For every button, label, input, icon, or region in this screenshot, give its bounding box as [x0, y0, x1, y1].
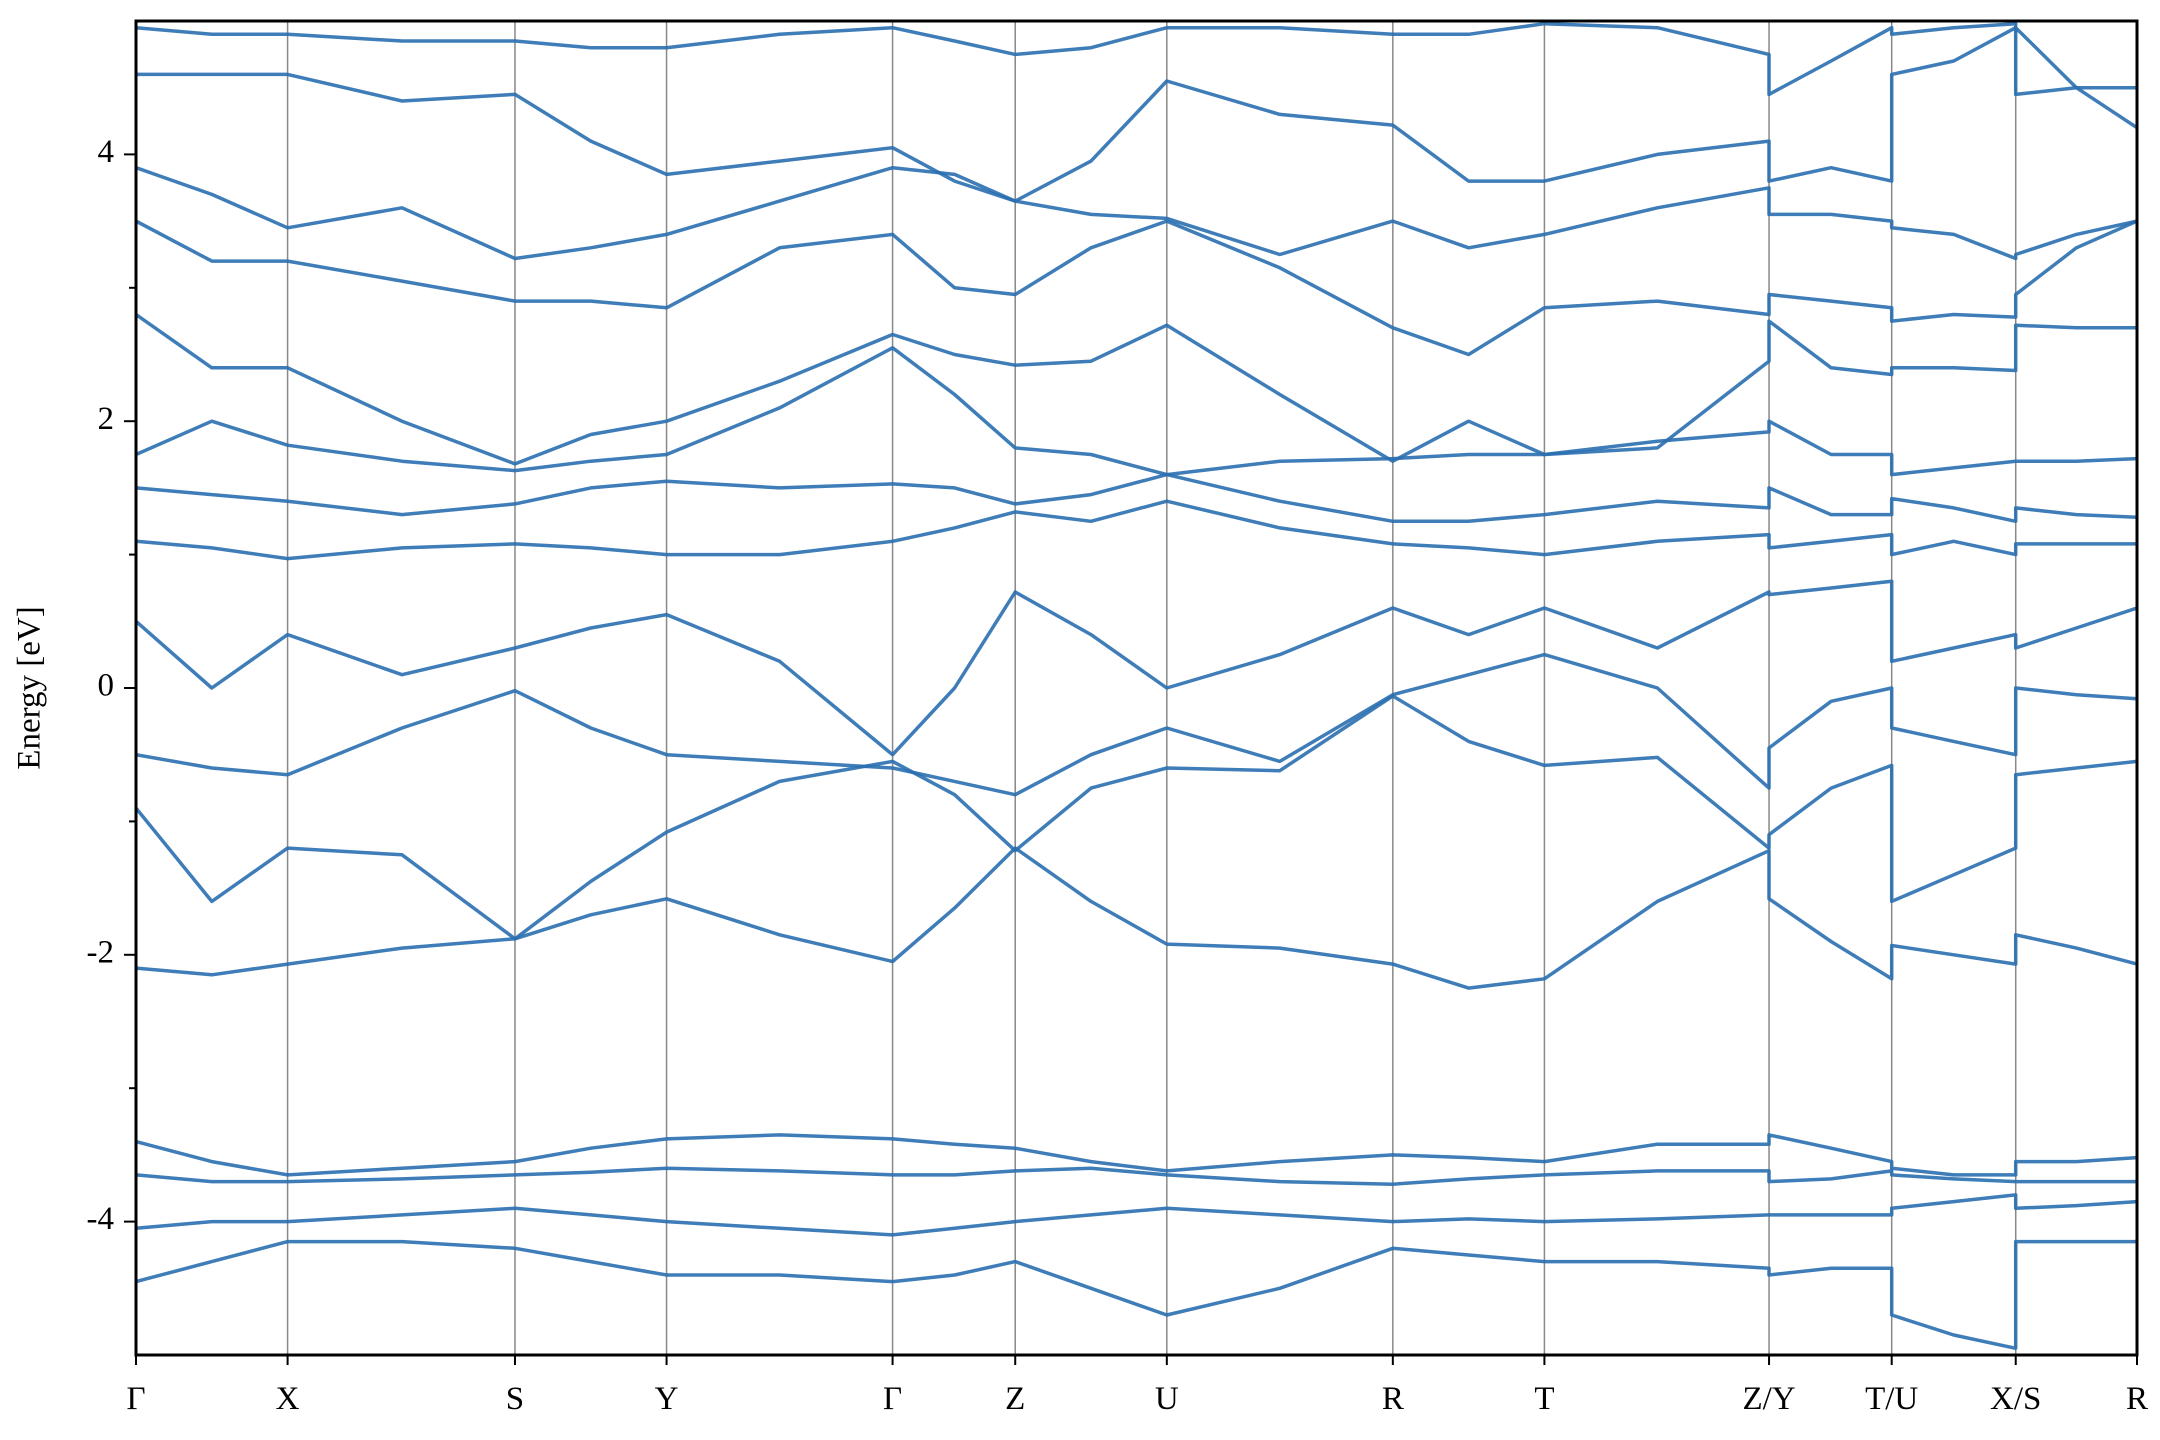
- x-tick-label: T: [1534, 1381, 1554, 1417]
- band: [136, 579, 2137, 757]
- band: [136, 846, 2137, 990]
- x-tick-label: Z: [1005, 1381, 1025, 1417]
- band: [136, 1239, 2137, 1351]
- x-tick-label: R: [1382, 1381, 1404, 1417]
- band: [136, 1193, 2137, 1237]
- y-tick-label: -2: [87, 934, 115, 970]
- x-tick-label: X: [276, 1381, 300, 1417]
- x-tick-label: Z/Y: [1742, 1381, 1795, 1417]
- axes-layer: Γ X S Y Γ Z U R T Z/Y T/U X/S R -4 -2 0 2 4: [87, 134, 2149, 1417]
- band: [136, 499, 2137, 561]
- band: [136, 1166, 2137, 1186]
- x-tick-label: Y: [655, 1381, 679, 1417]
- band: [136, 346, 2137, 477]
- x-tick-label: Γ: [883, 1381, 902, 1417]
- plot-frame: [134, 19, 2139, 1357]
- band: [136, 313, 2137, 466]
- x-tick-label: X/S: [1990, 1381, 2041, 1417]
- y-tick-label: 4: [98, 134, 115, 170]
- x-tick-label: T/U: [1865, 1381, 1918, 1417]
- band: [136, 694, 2137, 941]
- band: [136, 1133, 2137, 1177]
- x-tick-label: U: [1155, 1381, 1179, 1417]
- band: [136, 21, 2137, 97]
- x-tick-label: Γ: [126, 1381, 145, 1417]
- y-axis-label: Energy [eV]: [12, 606, 48, 769]
- band: [136, 219, 2137, 357]
- bands-layer: [136, 21, 2137, 1351]
- x-tick-label: S: [506, 1381, 524, 1417]
- y-tick-label: -4: [87, 1201, 115, 1237]
- y-tick-label: 0: [98, 668, 115, 704]
- band: [136, 25, 2137, 203]
- band: [136, 472, 2137, 524]
- grid-layer: [135, 21, 2138, 1355]
- y-tick-label: 2: [98, 401, 115, 437]
- x-tick-label: R: [2126, 1381, 2148, 1417]
- band: [136, 652, 2137, 797]
- band: [136, 165, 2137, 261]
